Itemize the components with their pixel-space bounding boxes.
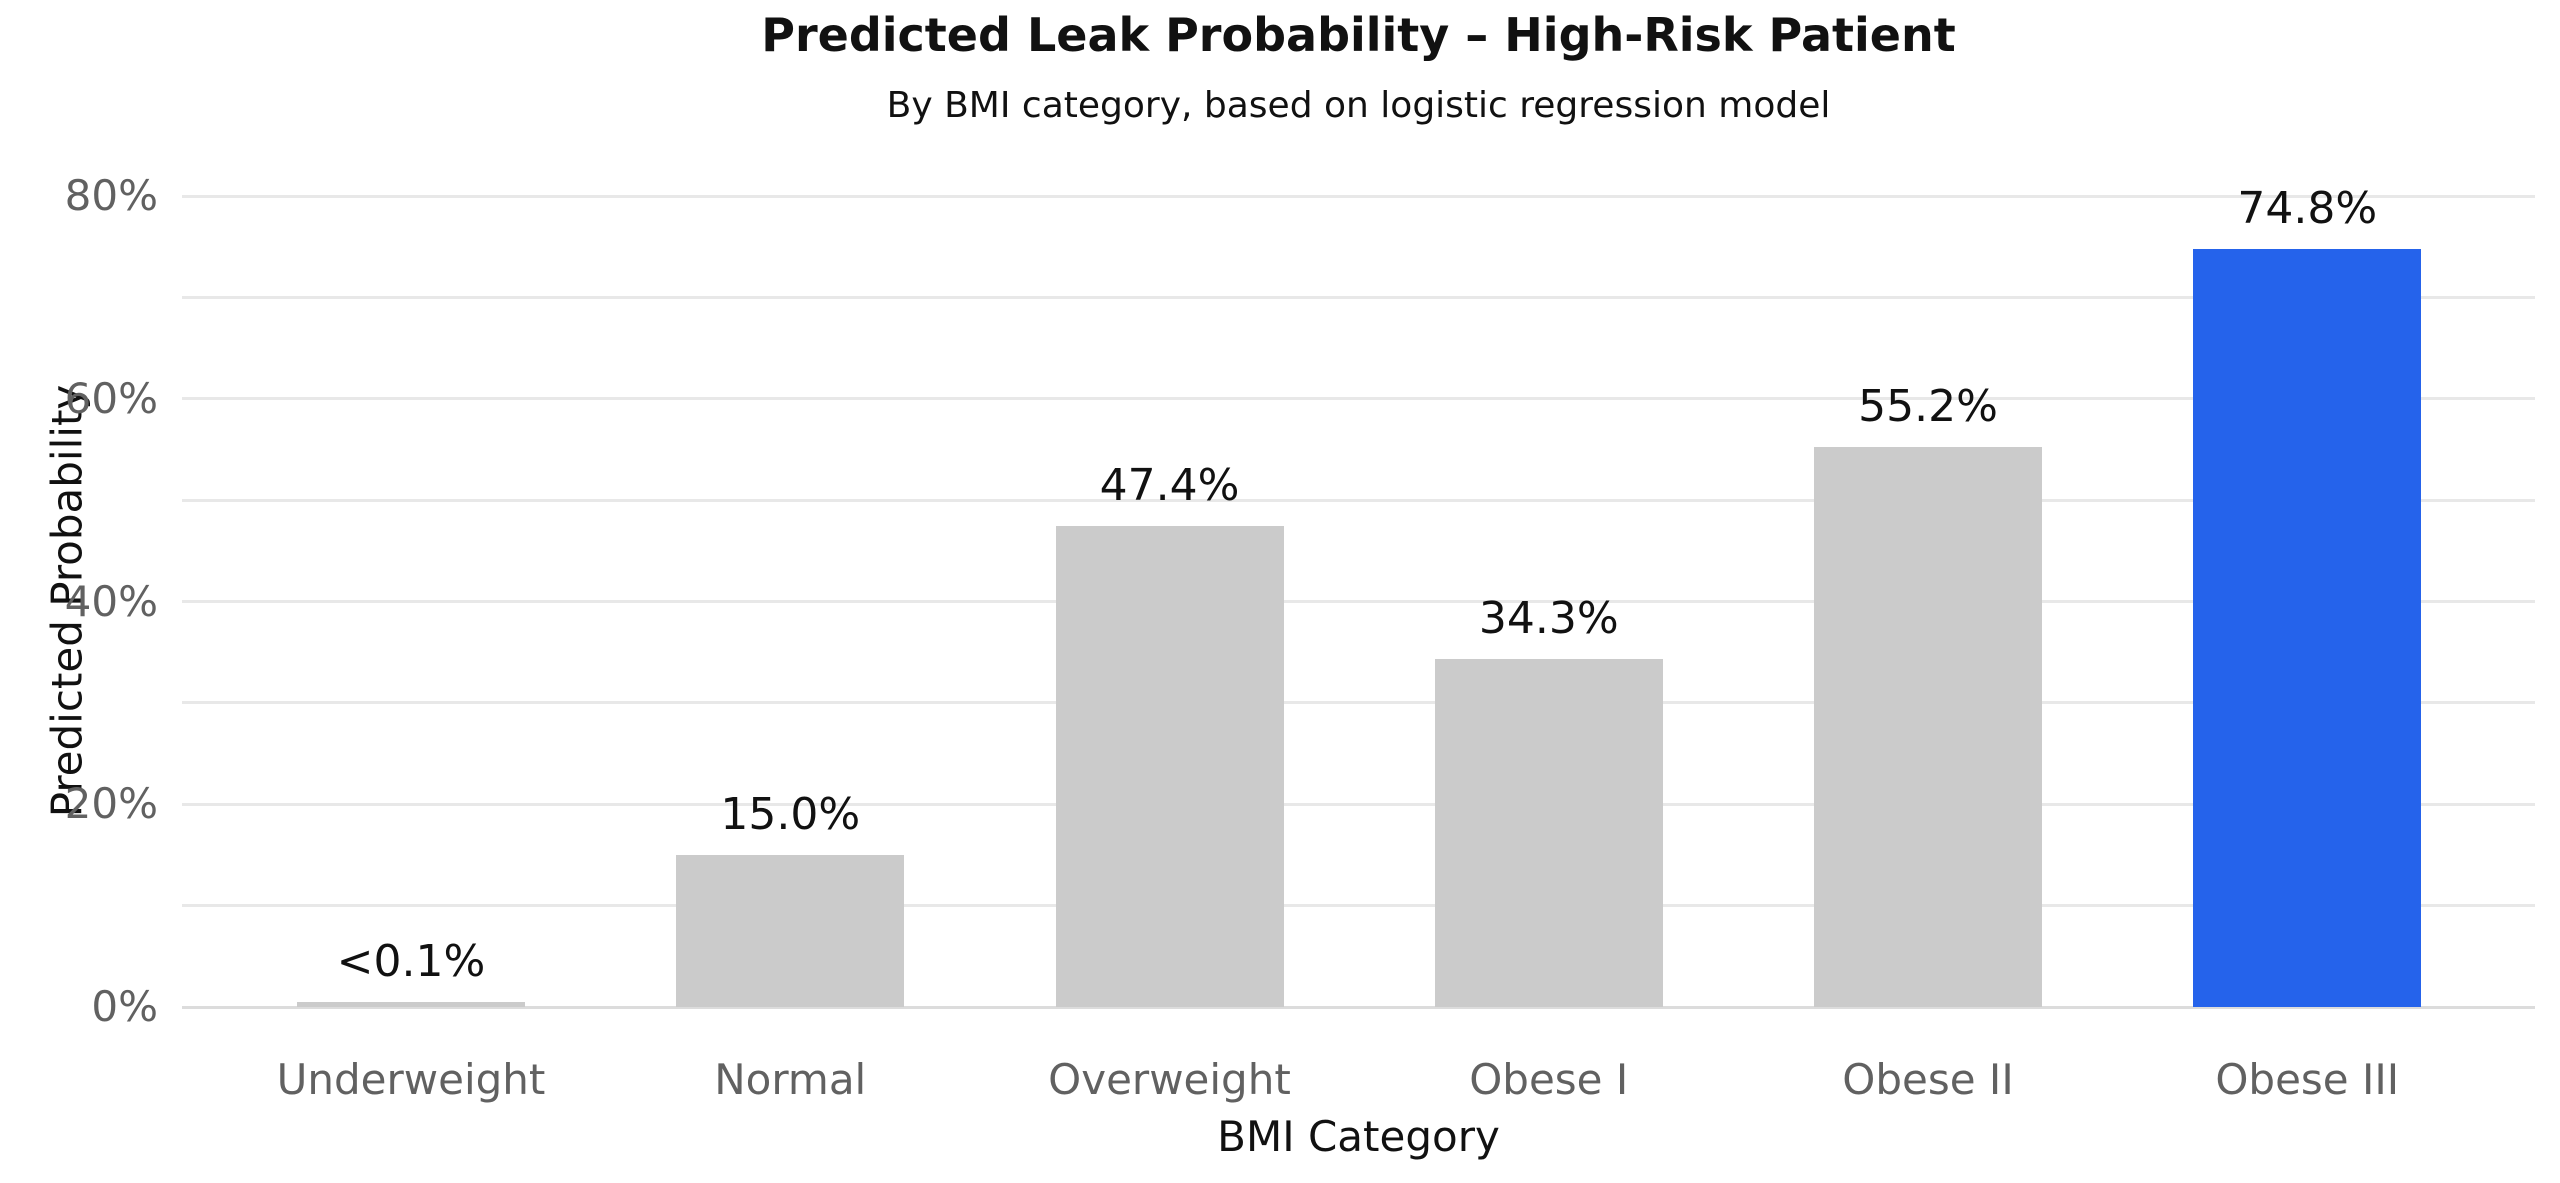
bar-value-label-obese-i: 34.3%	[1478, 593, 1619, 645]
bar-value-label-overweight: 47.4%	[1099, 460, 1240, 512]
bar-normal	[676, 854, 905, 1007]
y-tick-label-0-: 0%	[91, 982, 158, 1031]
bar-value-label-obese-iii: 74.8%	[2237, 182, 2378, 234]
y-tick-label-60-: 60%	[64, 373, 158, 423]
gridline-40pct	[182, 600, 2535, 603]
x-tick-label-obese-i: Obese I	[1469, 1055, 1629, 1104]
gridline-60pct	[182, 397, 2535, 401]
x-tick-label-obese-iii: Obese III	[2215, 1055, 2400, 1104]
x-axis-title: BMI Category	[1217, 1112, 1500, 1161]
y-tick-label-20-: 20%	[64, 779, 158, 829]
x-tick-label-underweight: Underweight	[276, 1055, 546, 1104]
chart-title: Predicted Leak Probability – High-Risk P…	[761, 8, 1956, 62]
bar-obese-iii	[2193, 248, 2422, 1007]
chart-subtitle: By BMI category, based on logistic regre…	[886, 85, 1831, 126]
x-tick-label-overweight: Overweight	[1048, 1055, 1291, 1104]
bar-value-label-underweight: <0.1%	[336, 936, 486, 987]
gridline-10pct	[182, 904, 2535, 908]
gridline-30pct	[182, 701, 2535, 705]
bar-obese-ii	[1814, 447, 2042, 1007]
bar-value-label-normal: 15.0%	[720, 788, 861, 840]
plot-area: 0% 20% 40% 60% 80% <0.1% Underweight 15.0% Norma…	[65, 175, 2535, 1101]
x-tick-label-normal: Normal	[714, 1055, 867, 1104]
gridline-50pct	[182, 498, 2535, 502]
bar-value-label-obese-ii: 55.2%	[1858, 381, 1998, 433]
y-tick-label-80-: 80%	[64, 171, 158, 220]
gridline-20pct	[182, 802, 2535, 806]
x-tick-label-obese-ii: Obese II	[1842, 1055, 2014, 1104]
bar-obese-i	[1434, 659, 1663, 1007]
x-axis-baseline	[182, 1005, 2535, 1009]
y-tick-label-40-: 40%	[64, 576, 158, 626]
bar-overweight	[1055, 526, 1284, 1007]
bar-underweight	[297, 1002, 525, 1007]
gridline-80pct	[182, 194, 2535, 198]
gridline-70pct	[182, 295, 2535, 299]
